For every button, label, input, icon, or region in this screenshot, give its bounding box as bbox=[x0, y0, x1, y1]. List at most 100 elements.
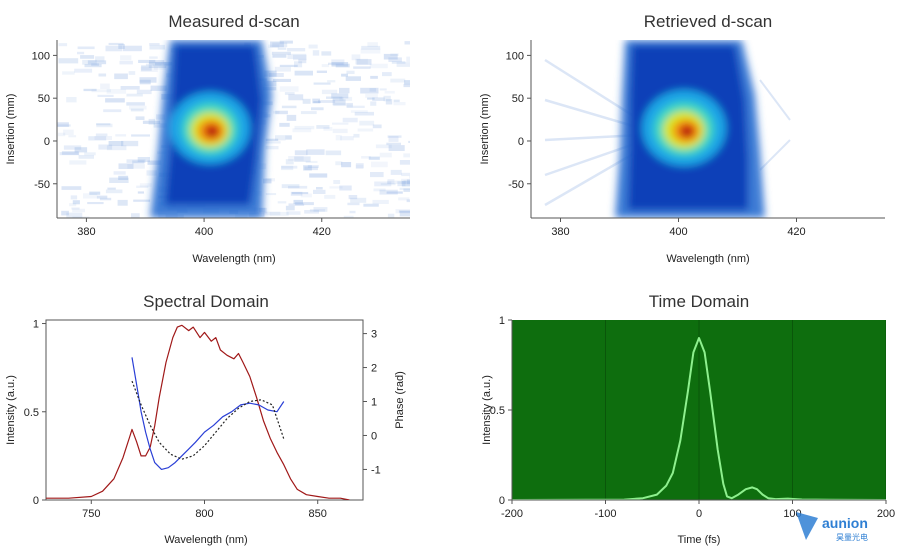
noise-speckle bbox=[341, 162, 352, 168]
noise-speckle bbox=[387, 213, 395, 218]
noise-speckle bbox=[99, 197, 112, 201]
noise-speckle bbox=[281, 165, 294, 171]
noise-speckle bbox=[57, 122, 69, 127]
noise-speckle bbox=[309, 209, 326, 212]
noise-speckle bbox=[96, 123, 111, 126]
noise-speckle bbox=[361, 45, 381, 50]
noise-speckle bbox=[63, 129, 74, 136]
noise-speckle bbox=[395, 209, 410, 214]
noise-speckle bbox=[357, 128, 374, 132]
noise-speckle bbox=[367, 42, 378, 47]
noise-speckle bbox=[117, 199, 128, 206]
noise-speckle bbox=[369, 63, 388, 69]
noise-speckle bbox=[332, 99, 346, 106]
noise-speckle bbox=[77, 51, 85, 55]
noise-speckle bbox=[126, 102, 145, 106]
noise-speckle bbox=[269, 73, 284, 77]
noise-speckle bbox=[80, 55, 95, 59]
noise-speckle bbox=[370, 172, 384, 178]
noise-speckle bbox=[374, 181, 392, 187]
noise-speckle bbox=[309, 173, 328, 178]
noise-speckle bbox=[288, 203, 305, 206]
measured-x-label: Wavelength (nm) bbox=[192, 253, 275, 265]
noise-speckle bbox=[109, 177, 129, 183]
noise-speckle bbox=[351, 54, 361, 61]
logo-text: aunion bbox=[822, 515, 868, 531]
measured-dscan-heatmap bbox=[57, 40, 410, 218]
spectral-x-tick-label: 800 bbox=[195, 508, 213, 520]
noise-speckle bbox=[333, 102, 353, 107]
noise-speckle bbox=[403, 83, 410, 88]
noise-speckle bbox=[58, 43, 68, 47]
spectral-y-tick-label: 0 bbox=[33, 495, 39, 507]
time-y-label: Intensity (a.u.) bbox=[481, 375, 493, 445]
noise-speckle bbox=[324, 194, 336, 199]
logo-mark-icon bbox=[796, 512, 818, 540]
noise-speckle bbox=[294, 150, 308, 156]
noise-speckle bbox=[284, 92, 295, 95]
noise-speckle bbox=[150, 85, 167, 91]
logo-subtext: 昊量光电 bbox=[836, 532, 868, 542]
noise-speckle bbox=[129, 105, 147, 110]
noise-speckle bbox=[372, 124, 382, 129]
noise-speckle bbox=[399, 187, 410, 191]
noise-speckle bbox=[399, 210, 410, 217]
noise-speckle bbox=[287, 48, 306, 52]
noise-speckle bbox=[388, 136, 399, 142]
noise-speckle bbox=[406, 56, 410, 62]
spectral-y2-tick-label: 0 bbox=[371, 430, 377, 442]
noise-speckle bbox=[328, 62, 344, 65]
measured-y-tick-label: 100 bbox=[32, 50, 50, 62]
noise-speckle bbox=[346, 70, 355, 74]
time-domain-title: Time Domain bbox=[649, 292, 749, 311]
noise-speckle bbox=[308, 44, 318, 49]
noise-speckle bbox=[331, 93, 349, 99]
noise-speckle bbox=[313, 101, 321, 104]
noise-speckle bbox=[332, 128, 348, 134]
time-ticks: -200 -100 0 100 200 1 0.5 0 bbox=[490, 315, 895, 520]
measured-trace-body bbox=[150, 40, 272, 218]
noise-speckle bbox=[321, 89, 338, 95]
retrieved-x-tick-label: 420 bbox=[787, 226, 805, 238]
noise-speckle bbox=[70, 195, 78, 200]
noise-speckle bbox=[312, 50, 320, 56]
noise-speckle bbox=[106, 145, 127, 151]
retrieved-y-tick-label: -50 bbox=[508, 179, 524, 191]
noise-speckle bbox=[383, 95, 391, 102]
noise-speckle bbox=[148, 118, 155, 125]
noise-speckle bbox=[350, 197, 367, 203]
retrieved-y-tick-label: 50 bbox=[512, 93, 524, 105]
noise-speckle bbox=[361, 156, 371, 159]
noise-speckle bbox=[307, 165, 319, 168]
noise-speckle bbox=[114, 73, 128, 80]
noise-speckle bbox=[72, 216, 90, 218]
noise-speckle bbox=[146, 170, 157, 176]
noise-speckle bbox=[265, 193, 277, 196]
noise-speckle bbox=[367, 97, 375, 100]
retrieved-dscan-title: Retrieved d-scan bbox=[644, 12, 773, 31]
noise-speckle bbox=[408, 140, 410, 143]
noise-speckle bbox=[126, 159, 146, 163]
noise-speckle bbox=[98, 144, 113, 150]
noise-speckle bbox=[154, 65, 167, 70]
noise-speckle bbox=[91, 89, 111, 93]
noise-speckle bbox=[270, 41, 284, 48]
noise-speckle bbox=[263, 80, 277, 87]
noise-speckle bbox=[105, 45, 123, 52]
noise-speckle bbox=[66, 97, 77, 103]
noise-speckle bbox=[313, 207, 328, 212]
noise-speckle bbox=[291, 192, 309, 195]
noise-speckle bbox=[120, 86, 140, 90]
noise-speckle bbox=[332, 122, 349, 125]
noise-speckle bbox=[274, 66, 291, 72]
noise-speckle bbox=[390, 78, 406, 83]
noise-speckle bbox=[380, 183, 396, 186]
noise-speckle bbox=[294, 61, 303, 68]
spectral-y2-tick-label: -1 bbox=[371, 464, 381, 476]
noise-speckle bbox=[69, 160, 87, 165]
spectral-y2-tick-label: 2 bbox=[371, 363, 377, 375]
noise-speckle bbox=[298, 58, 307, 64]
noise-speckle bbox=[66, 212, 83, 218]
noise-speckle bbox=[149, 43, 160, 46]
noise-speckle bbox=[58, 132, 66, 137]
